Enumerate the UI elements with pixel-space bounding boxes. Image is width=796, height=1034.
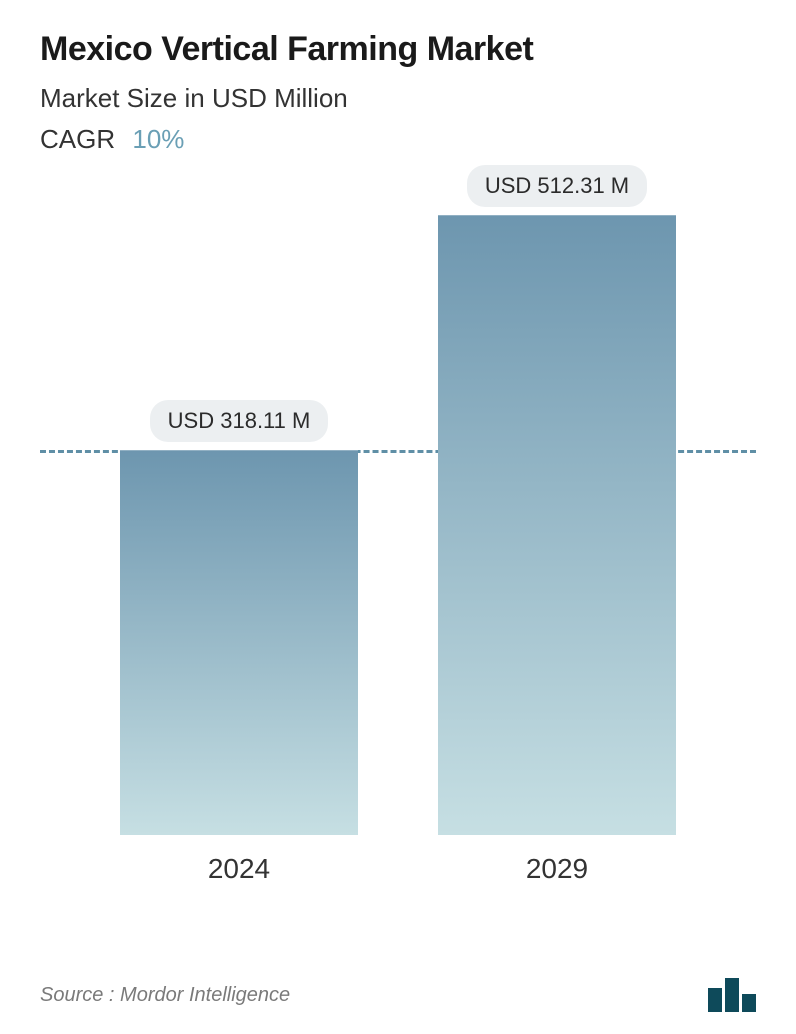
bar-group: USD 512.31 M2029 <box>438 165 676 835</box>
brand-logo <box>708 978 756 1012</box>
value-pill: USD 512.31 M <box>467 165 647 207</box>
source-name: Mordor Intelligence <box>120 984 290 1006</box>
cagr-value: 10% <box>132 124 184 154</box>
cagr-row: CAGR 10% <box>40 124 756 155</box>
bars-container: USD 318.11 M2024USD 512.31 M2029 <box>40 215 756 835</box>
footer: Source : Mordor Intelligence <box>40 978 756 1012</box>
logo-bar-icon <box>708 988 722 1012</box>
x-axis-label: 2024 <box>120 853 358 885</box>
logo-bar-icon <box>725 978 739 1012</box>
x-axis-label: 2029 <box>438 853 676 885</box>
logo-bar-icon <box>742 994 756 1012</box>
bar <box>438 215 676 835</box>
chart-subtitle: Market Size in USD Million <box>40 83 756 114</box>
value-pill: USD 318.11 M <box>150 400 329 442</box>
bar-group: USD 318.11 M2024 <box>120 400 358 835</box>
chart-title: Mexico Vertical Farming Market <box>40 30 756 69</box>
chart-area: USD 318.11 M2024USD 512.31 M2029 <box>40 175 756 895</box>
bar <box>120 450 358 835</box>
cagr-label: CAGR <box>40 124 115 154</box>
source-prefix: Source : <box>40 984 120 1006</box>
source-text: Source : Mordor Intelligence <box>40 984 290 1007</box>
